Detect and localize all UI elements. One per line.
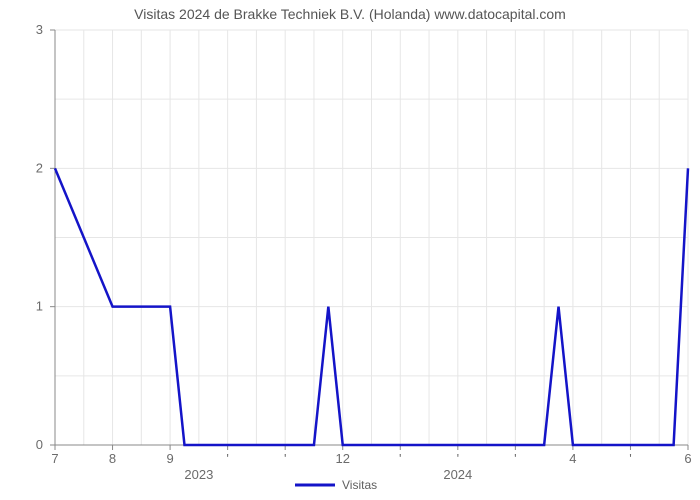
y-tick-label: 0 — [36, 437, 43, 452]
chart-title: Visitas 2024 de Brakke Techniek B.V. (Ho… — [0, 6, 700, 22]
x-tick-label: 4 — [569, 451, 576, 466]
x-tick-label: 7 — [51, 451, 58, 466]
chart-svg: 0123789''12'''4'620232024Visitas — [0, 0, 700, 500]
x-tick-label: ' — [226, 451, 228, 466]
legend-label: Visitas — [342, 478, 377, 492]
x-tick-label: ' — [284, 451, 286, 466]
x-tick-label: ' — [457, 451, 459, 466]
chart-container: Visitas 2024 de Brakke Techniek B.V. (Ho… — [0, 0, 700, 500]
x-tick-label: ' — [629, 451, 631, 466]
y-tick-label: 3 — [36, 22, 43, 37]
x-tick-label: 8 — [109, 451, 116, 466]
x-tick-label: 12 — [335, 451, 349, 466]
x-tick-label: ' — [514, 451, 516, 466]
x-year-label: 2024 — [443, 467, 472, 482]
x-tick-label: ' — [399, 451, 401, 466]
x-tick-label: 9 — [166, 451, 173, 466]
x-year-label: 2023 — [184, 467, 213, 482]
y-tick-label: 2 — [36, 160, 43, 175]
x-tick-label: 6 — [684, 451, 691, 466]
y-tick-label: 1 — [36, 299, 43, 314]
